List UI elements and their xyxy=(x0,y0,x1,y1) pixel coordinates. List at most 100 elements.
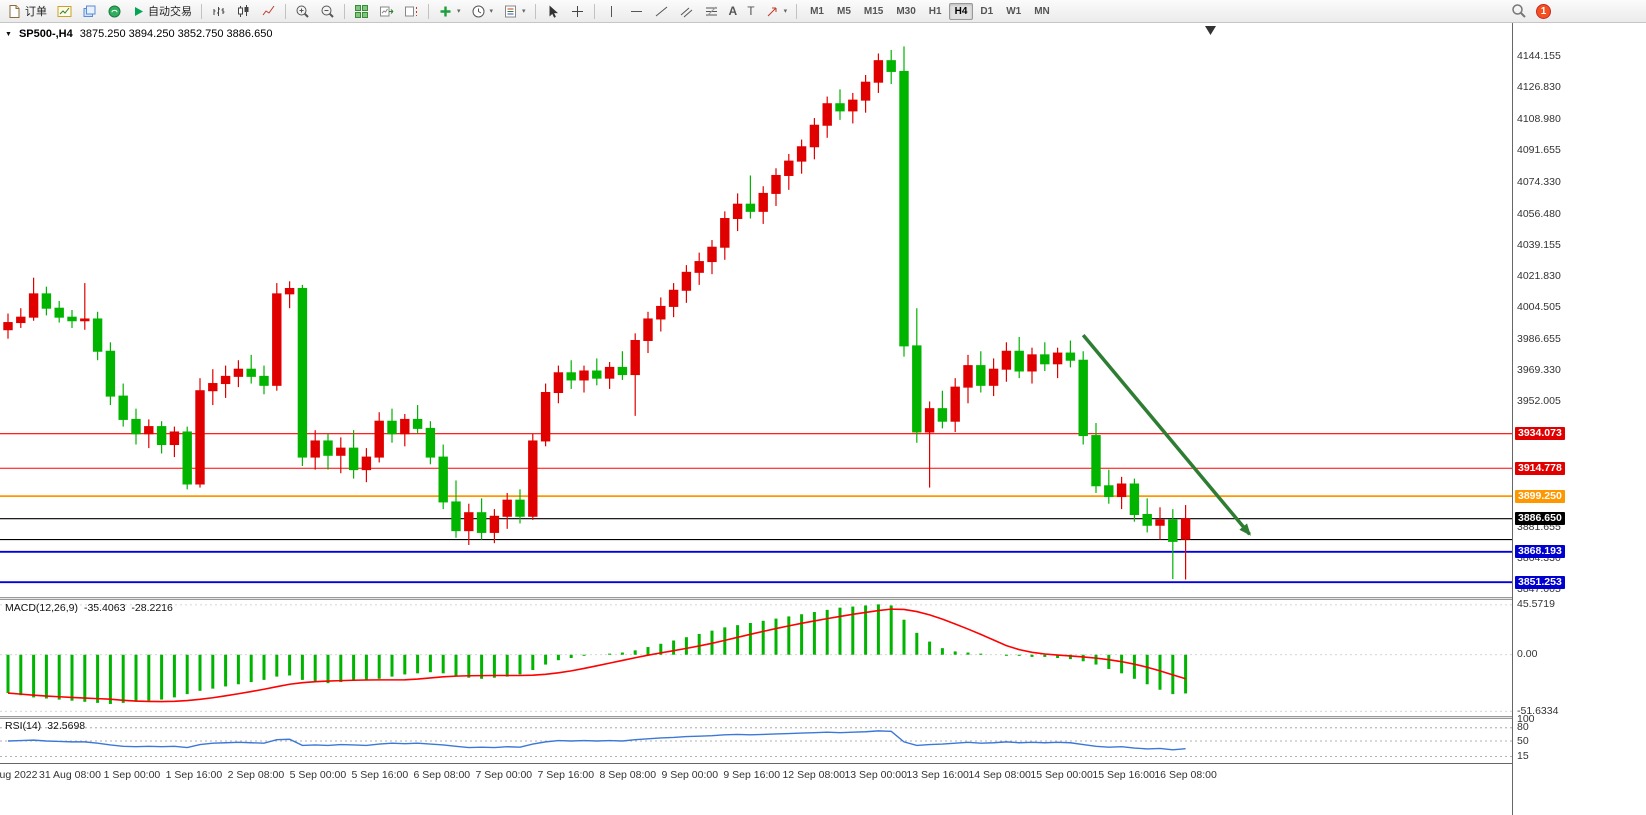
timeframe-d1[interactable]: D1 xyxy=(980,5,994,17)
toolbar-right-group: 1 xyxy=(1511,3,1643,19)
crosshair-icon xyxy=(571,5,583,17)
toolbar-separator xyxy=(428,3,429,19)
new-chart-icon xyxy=(57,5,72,17)
price-badge: 3899.250 xyxy=(1515,489,1565,503)
rsi-tick: 15 xyxy=(1517,749,1529,762)
price-badge: 3914.778 xyxy=(1515,461,1565,475)
price-tick: 4004.505 xyxy=(1517,300,1561,313)
new-order-button[interactable]: 订单 xyxy=(3,2,51,21)
trend-arrow[interactable] xyxy=(1081,333,1251,536)
time-tick: 7 Sep 16:00 xyxy=(537,769,595,781)
toolbar-separator xyxy=(534,3,536,19)
cursor-icon xyxy=(549,5,558,18)
macd-signal-line xyxy=(7,608,1186,703)
new-order-label: 订单 xyxy=(25,6,47,18)
macd-tick: 45.5719 xyxy=(1517,598,1555,611)
play-icon xyxy=(135,6,143,16)
macd-histogram xyxy=(6,604,1188,704)
metaeditor-button[interactable] xyxy=(103,2,126,21)
timeframe-m15[interactable]: M15 xyxy=(863,5,884,17)
indicators-icon xyxy=(440,6,451,16)
cursor-button[interactable] xyxy=(541,2,564,21)
profiles-button[interactable] xyxy=(78,2,101,21)
vertical-line-tool-button[interactable] xyxy=(600,2,623,21)
tile-windows-button[interactable] xyxy=(350,2,373,21)
price-tick: 4021.830 xyxy=(1517,269,1561,282)
timeframe-h1[interactable]: H1 xyxy=(928,5,942,17)
time-tick: 6 Sep 08:00 xyxy=(413,769,471,781)
notification-badge[interactable]: 1 xyxy=(1536,3,1551,19)
chart-shift-button[interactable] xyxy=(400,2,423,21)
timeframe-mn[interactable]: MN xyxy=(1034,5,1050,17)
line-chart-button[interactable] xyxy=(257,2,280,21)
chevron-down-icon: ▾ xyxy=(489,8,494,15)
timeframe-m1[interactable]: M1 xyxy=(810,5,824,17)
trendline-tool-button[interactable] xyxy=(650,2,673,21)
macd-signal-value: -28.2216 xyxy=(131,602,173,614)
horizontal-line-tool-button[interactable] xyxy=(625,2,648,21)
channel-tool-button[interactable] xyxy=(675,2,698,21)
macd-tick: 0.00 xyxy=(1517,648,1538,661)
main-chart-canvas[interactable] xyxy=(0,23,1512,597)
crosshair-button[interactable] xyxy=(566,2,589,21)
horizontal-lines xyxy=(0,433,1512,584)
chart-ohlc-values: 3875.250 3894.250 3852.750 3886.650 xyxy=(79,28,273,40)
arrows-tool-button[interactable]: ▾ xyxy=(761,2,792,21)
autotrading-button[interactable]: 自动交易 xyxy=(128,2,196,21)
chart-shift-marker-icon[interactable] xyxy=(1205,26,1216,35)
auto-scroll-button[interactable] xyxy=(375,2,398,21)
vertical-line-icon xyxy=(610,5,612,17)
macd-label: MACD(12,26,9) -35.4063 -28.2216 xyxy=(5,602,173,614)
panel-splitter[interactable] xyxy=(0,597,1646,600)
periods-button[interactable]: ▾ xyxy=(467,2,498,21)
timeframe-m5[interactable]: M5 xyxy=(836,5,851,17)
timeframe-h4[interactable]: H4 xyxy=(948,2,974,20)
time-tick: 31 Aug 08:00 xyxy=(39,769,101,781)
candles-layer xyxy=(3,46,1191,580)
fibonacci-tool-button[interactable] xyxy=(700,2,723,21)
candlestick-chart-button[interactable] xyxy=(232,2,255,21)
price-tick: 4039.155 xyxy=(1517,238,1561,251)
time-tick: 12 Sep 08:00 xyxy=(782,769,845,781)
new-chart-button[interactable] xyxy=(53,2,76,21)
zoom-in-button[interactable] xyxy=(291,2,314,21)
timeframe-w1[interactable]: W1 xyxy=(1006,5,1022,17)
timeframe-m30[interactable]: M30 xyxy=(896,5,916,17)
time-tick: 15 Sep 16:00 xyxy=(1092,769,1155,781)
profiles-icon xyxy=(83,5,96,17)
arrows-tool-icon xyxy=(767,7,777,16)
macd-panel[interactable] xyxy=(0,600,1512,716)
templates-icon xyxy=(505,5,517,17)
time-tick: 30 Aug 2022 xyxy=(0,769,38,781)
price-badge: 3851.253 xyxy=(1515,575,1565,589)
search-icon[interactable] xyxy=(1511,3,1527,19)
text-tool-button[interactable]: A xyxy=(725,2,742,21)
clock-icon xyxy=(472,5,485,17)
chevron-down-icon: ▾ xyxy=(522,8,526,15)
label-tool-button[interactable]: T xyxy=(743,2,758,21)
indicators-button[interactable]: ▾ xyxy=(434,2,465,21)
rsi-name: RSI(14) xyxy=(5,720,42,732)
text-tool-icon: A xyxy=(728,4,738,18)
price-axis[interactable]: 4144.155 4126.830 4108.980 4091.655 4074.330… xyxy=(1512,23,1646,815)
trendline-icon xyxy=(655,6,667,16)
time-tick: 8 Sep 08:00 xyxy=(599,769,657,781)
chart-symbol-period: SP500-,H4 xyxy=(18,28,73,40)
toolbar: 订单 自动交易 ▾ ▾ xyxy=(0,0,1646,23)
chart-shift-icon xyxy=(405,6,417,16)
bar-chart-button[interactable] xyxy=(207,2,230,21)
fibonacci-icon xyxy=(705,6,717,16)
zoom-out-button[interactable] xyxy=(316,2,339,21)
toolbar-separator xyxy=(593,3,595,19)
time-tick: 7 Sep 00:00 xyxy=(475,769,533,781)
panel-splitter[interactable] xyxy=(0,716,1646,719)
chart-dropdown-icon: ▼ xyxy=(5,30,12,38)
templates-button[interactable]: ▾ xyxy=(499,2,530,21)
price-tick: 4091.655 xyxy=(1517,144,1561,157)
rsi-panel[interactable] xyxy=(0,719,1512,763)
price-tick: 3969.330 xyxy=(1517,363,1561,376)
toolbar-separator xyxy=(201,3,202,19)
time-tick: 14 Sep 08:00 xyxy=(968,769,1031,781)
